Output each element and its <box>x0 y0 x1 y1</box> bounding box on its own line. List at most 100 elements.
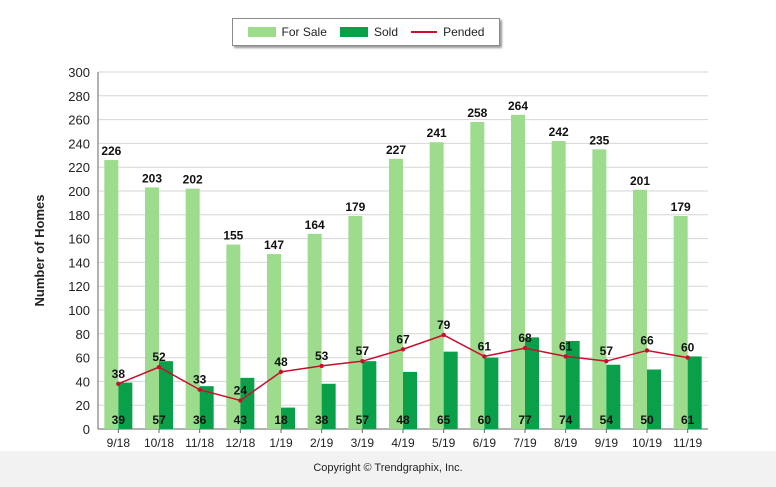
x-tick-label: 10/18 <box>144 436 174 450</box>
legend-item-for-sale: For Sale <box>247 25 327 39</box>
label-sold: 61 <box>681 413 695 427</box>
y-tick-label: 100 <box>68 303 90 318</box>
y-tick-label: 200 <box>68 184 90 199</box>
label-pended: 52 <box>152 350 166 364</box>
bar-sold <box>443 351 458 429</box>
legend-item-pended: Pended <box>411 25 484 39</box>
x-tick-label: 9/19 <box>595 436 619 450</box>
legend-label-for-sale: For Sale <box>281 25 327 39</box>
bar-sold <box>403 371 417 429</box>
x-tick-label: 12/18 <box>225 436 255 450</box>
x-tick-label: 9/18 <box>107 436 131 450</box>
pended-point <box>156 364 162 370</box>
x-tick-label: 10/19 <box>632 436 662 450</box>
pended-point <box>400 347 406 352</box>
label-for-sale: 155 <box>223 229 243 243</box>
x-tick-label: 8/19 <box>554 436 578 450</box>
bar-sold <box>647 369 661 429</box>
label-sold: 65 <box>437 413 451 427</box>
label-pended: 66 <box>640 333 654 347</box>
pended-point <box>360 358 365 364</box>
pended-point <box>482 354 487 359</box>
label-for-sale: 242 <box>549 125 569 139</box>
legend-swatch-sold <box>339 27 368 37</box>
label-for-sale: 203 <box>142 171 162 185</box>
label-pended: 48 <box>274 355 288 369</box>
pended-point <box>685 355 690 360</box>
bar-sold <box>240 377 255 429</box>
label-for-sale: 226 <box>101 144 121 158</box>
bar-sold <box>321 383 336 429</box>
label-sold: 39 <box>112 413 126 427</box>
pended-point <box>278 369 284 375</box>
label-pended: 60 <box>681 341 695 355</box>
label-for-sale: 147 <box>264 238 284 252</box>
y-tick-label: 240 <box>68 136 90 151</box>
pended-point <box>319 363 324 369</box>
x-tick-label: 2/19 <box>310 436 334 450</box>
bar-for-sale <box>104 160 119 429</box>
x-tick-label: 1/19 <box>269 436 293 450</box>
y-tick-label: 140 <box>68 255 90 270</box>
bar-sold <box>484 357 499 429</box>
bar-sold <box>606 364 621 429</box>
pended-point <box>116 381 121 386</box>
label-pended: 57 <box>600 344 614 358</box>
copyright-text: Copyright © Trendgraphix, Inc. <box>313 462 463 474</box>
label-for-sale: 201 <box>630 174 650 188</box>
bar-for-sale <box>511 114 525 429</box>
bar-for-sale <box>470 121 485 429</box>
x-tick-label: 5/19 <box>432 436 456 450</box>
bar-for-sale <box>389 158 403 429</box>
label-sold: 54 <box>600 413 614 427</box>
bar-for-sale <box>145 187 159 429</box>
label-pended: 79 <box>437 318 451 332</box>
y-axis-title: Number of Homes <box>32 195 47 307</box>
bar-sold <box>199 386 214 429</box>
footer-band <box>0 451 776 487</box>
label-pended: 38 <box>112 367 126 381</box>
bar-for-sale <box>307 233 322 429</box>
bar-for-sale <box>673 215 688 429</box>
label-for-sale: 264 <box>508 99 528 113</box>
y-tick-label: 20 <box>76 398 90 413</box>
x-tick-label: 11/18 <box>185 436 214 450</box>
pended-point <box>522 345 528 351</box>
bar-for-sale <box>551 141 566 429</box>
bar-for-sale <box>226 244 241 429</box>
legend-label-sold: Sold <box>373 25 398 39</box>
bar-sold <box>565 340 580 429</box>
bar-sold <box>362 361 377 429</box>
x-tick-label: 3/19 <box>351 436 375 450</box>
label-pended: 57 <box>356 344 370 358</box>
x-tick-label: 11/19 <box>673 436 702 450</box>
y-tick-label: 80 <box>76 327 90 342</box>
bar-for-sale <box>348 215 363 429</box>
label-pended: 33 <box>193 373 207 387</box>
label-for-sale: 179 <box>671 200 691 214</box>
pended-point <box>441 332 446 338</box>
chart-legend: For Sale Sold Pended <box>232 18 500 46</box>
label-sold: 60 <box>478 413 492 427</box>
pended-point <box>197 387 202 392</box>
x-tick-label: 6/19 <box>473 436 497 450</box>
bar-for-sale <box>592 149 607 429</box>
label-for-sale: 241 <box>427 126 447 140</box>
label-for-sale: 227 <box>386 143 406 157</box>
x-tick-label: 4/19 <box>391 436 415 450</box>
y-tick-label: 220 <box>68 160 90 175</box>
y-tick-label: 40 <box>76 374 90 389</box>
label-pended: 67 <box>396 332 410 346</box>
y-tick-label: 300 <box>68 65 90 80</box>
bar-sold <box>281 407 295 429</box>
y-tick-label: 180 <box>68 208 90 223</box>
label-sold: 48 <box>396 413 410 427</box>
bar-for-sale <box>429 142 444 429</box>
legend-swatch-for-sale <box>247 27 276 37</box>
label-sold: 38 <box>315 413 329 427</box>
bar-chart: 0 20 40 60 80 100 120 140 160 180 200 220 240 260 280 3… <box>32 65 708 450</box>
pended-point <box>604 358 609 364</box>
label-sold: 74 <box>559 413 573 427</box>
y-tick-label: 60 <box>76 351 90 366</box>
bar-for-sale <box>185 188 200 429</box>
